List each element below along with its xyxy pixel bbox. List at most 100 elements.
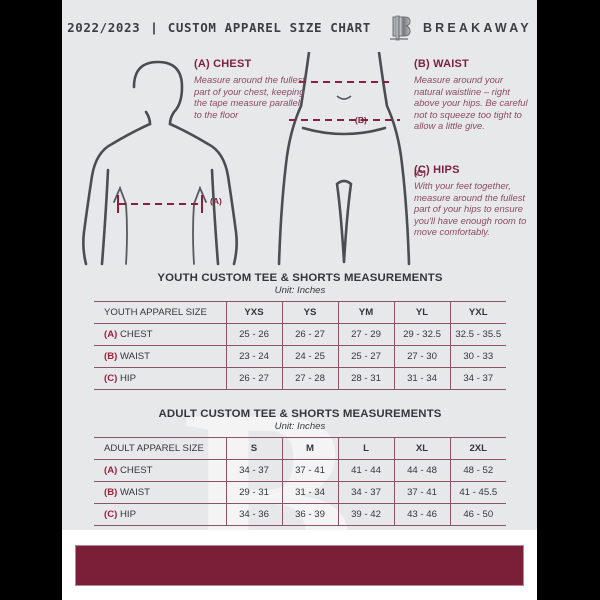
- measure-tag: (A): [104, 329, 120, 340]
- guide-hips: (C) HIPS With your feet together, measur…: [414, 164, 532, 238]
- column-header-yxl: YXL: [450, 301, 506, 324]
- guide-waist: (B) WAIST Measure around your natural wa…: [414, 58, 532, 132]
- measure-tag: (C): [104, 509, 120, 520]
- measure-value: 28 - 31: [338, 367, 395, 390]
- chest-measure-line: [117, 195, 203, 213]
- measure-name: WAIST: [119, 351, 151, 362]
- measure-value: 34 - 37: [450, 367, 506, 390]
- footer-accent-bar: [75, 545, 524, 586]
- breakaway-b-monogram-icon: [387, 14, 413, 42]
- youth-size-table: YOUTH APPAREL SIZE YXS YS YM YL YXL (A) CHEST 2…: [94, 301, 506, 390]
- measure-label-hip: (C) HIP: [94, 367, 227, 390]
- adult-table-title: ADULT CUSTOM TEE & SHORTS MEASUREMENTS: [158, 408, 442, 420]
- row-header-label: YOUTH APPAREL SIZE: [94, 301, 227, 324]
- measure-value: 31 - 34: [394, 367, 451, 390]
- measure-value: 32.5 - 35.5: [450, 323, 506, 346]
- measure-value: 31 - 34: [282, 481, 339, 504]
- measure-label-chest: (A) CHEST: [94, 459, 227, 482]
- column-header-2xl: 2XL: [450, 437, 506, 460]
- measure-value: 36 - 39: [282, 503, 339, 526]
- measure-label-chest: (A) CHEST: [94, 323, 227, 346]
- measure-value: 44 - 48: [394, 459, 451, 482]
- measure-value: 41 - 45.5: [450, 481, 506, 504]
- measure-name: HIP: [119, 373, 136, 384]
- measure-value: 24 - 25: [282, 345, 339, 368]
- guide-waist-text: Measure around your natural waistline – …: [414, 74, 528, 132]
- measure-name: CHEST: [119, 329, 153, 340]
- brand-name: BREAKAWAY: [422, 20, 532, 35]
- measure-value: 46 - 50: [450, 503, 506, 526]
- table-row: (A) CHEST 25 - 26 26 - 27 27 - 29 29 - 32.5 3…: [94, 323, 506, 346]
- measure-value: 27 - 29: [338, 323, 395, 346]
- column-header-yl: YL: [394, 301, 451, 324]
- guide-waist-title: (B) WAIST: [414, 58, 469, 70]
- column-header-l: L: [338, 437, 395, 460]
- measure-name: WAIST: [119, 487, 151, 498]
- size-chart-page: B 2022/2023 | CUSTOM APPAREL SIZE CHART: [62, 0, 537, 600]
- measure-value: 34 - 37: [226, 459, 283, 482]
- measure-value: 26 - 27: [282, 323, 339, 346]
- measure-label-waist: (B) WAIST: [94, 345, 227, 368]
- column-header-yxs: YXS: [226, 301, 283, 324]
- measure-tag: (A): [104, 465, 120, 476]
- measure-label-hip: (C) HIP: [94, 503, 227, 526]
- table-header-row: ADULT APPAREL SIZE S M L XL 2XL: [94, 437, 506, 460]
- measure-tag: (B): [104, 351, 120, 362]
- measure-value: 48 - 52: [450, 459, 506, 482]
- measure-value: 41 - 44: [338, 459, 395, 482]
- table-row: (C) HIP 26 - 27 27 - 28 28 - 31 31 - 34 34 - …: [94, 367, 506, 390]
- measure-value: 25 - 27: [338, 345, 395, 368]
- row-header-label: ADULT APPAREL SIZE: [94, 437, 227, 460]
- measure-value: 43 - 46: [394, 503, 451, 526]
- table-row: (A) CHEST 34 - 37 37 - 41 41 - 44 44 - 48 48 …: [94, 459, 506, 482]
- adult-size-section: ADULT CUSTOM TEE & SHORTS MEASUREMENTS U…: [94, 408, 506, 526]
- guide-chest: (A) CHEST Measure around the fullest par…: [194, 58, 306, 120]
- column-header-m: M: [282, 437, 339, 460]
- guide-hips-text: With your feet together, measure around …: [414, 180, 527, 238]
- measure-value: 27 - 30: [394, 345, 451, 368]
- adult-size-table: ADULT APPAREL SIZE S M L XL 2XL (A) CHEST 34 - …: [94, 437, 506, 526]
- youth-table-unit: Unit: Inches: [274, 285, 326, 296]
- table-row: (B) WAIST 23 - 24 24 - 25 25 - 27 27 - 30 30 …: [94, 345, 506, 368]
- youth-size-section: YOUTH CUSTOM TEE & SHORTS MEASUREMENTS U…: [94, 272, 506, 390]
- guide-chest-text: Measure around the fullest part of your …: [194, 74, 306, 120]
- measure-tag: (C): [104, 373, 120, 384]
- measure-value: 34 - 36: [226, 503, 283, 526]
- measure-label-waist: (B) WAIST: [94, 481, 227, 504]
- guide-hips-title: (C) HIPS: [414, 164, 460, 176]
- lower-body-hips-icon: [277, 52, 411, 266]
- measure-value: 30 - 33: [450, 345, 506, 368]
- measurement-diagram: (A) (B) (C) (A) CHEST Measure around the…: [62, 52, 537, 267]
- column-header-ys: YS: [282, 301, 339, 324]
- upper-body-torso-icon: [82, 60, 238, 266]
- measure-tag: (B): [104, 487, 120, 498]
- column-header-s: S: [226, 437, 283, 460]
- measure-value: 39 - 42: [338, 503, 395, 526]
- measure-value: 37 - 41: [282, 459, 339, 482]
- page-title: CUSTOM APPAREL SIZE CHART: [167, 20, 371, 35]
- column-header-ym: YM: [338, 301, 395, 324]
- adult-table-unit: Unit: Inches: [274, 421, 326, 432]
- table-row: (C) HIP 34 - 36 36 - 39 39 - 42 43 - 46 46 - …: [94, 503, 506, 526]
- measure-name: HIP: [119, 509, 136, 520]
- chest-marker-label: (A): [210, 196, 222, 206]
- measure-value: 37 - 41: [394, 481, 451, 504]
- measure-value: 34 - 37: [338, 481, 395, 504]
- guide-chest-title: (A) CHEST: [194, 58, 252, 70]
- column-header-xl: XL: [394, 437, 451, 460]
- measure-value: 23 - 24: [226, 345, 283, 368]
- measure-value: 29 - 31: [226, 481, 283, 504]
- measure-value: 26 - 27: [226, 367, 283, 390]
- table-row: (B) WAIST 29 - 31 31 - 34 34 - 37 37 - 41 41 …: [94, 481, 506, 504]
- hips-marker-label: (C): [414, 168, 426, 178]
- table-header-row: YOUTH APPAREL SIZE YXS YS YM YL YXL: [94, 301, 506, 324]
- waist-marker-label: (B): [355, 115, 367, 125]
- measure-name: CHEST: [119, 465, 153, 476]
- measure-value: 25 - 26: [226, 323, 283, 346]
- youth-table-title: YOUTH CUSTOM TEE & SHORTS MEASUREMENTS: [157, 272, 443, 284]
- page-header: 2022/2023 | CUSTOM APPAREL SIZE CHART BR…: [62, 0, 537, 55]
- measure-value: 27 - 28: [282, 367, 339, 390]
- measure-value: 29 - 32.5: [394, 323, 451, 346]
- header-separator: |: [152, 20, 156, 35]
- season-label: 2022/2023: [67, 20, 141, 35]
